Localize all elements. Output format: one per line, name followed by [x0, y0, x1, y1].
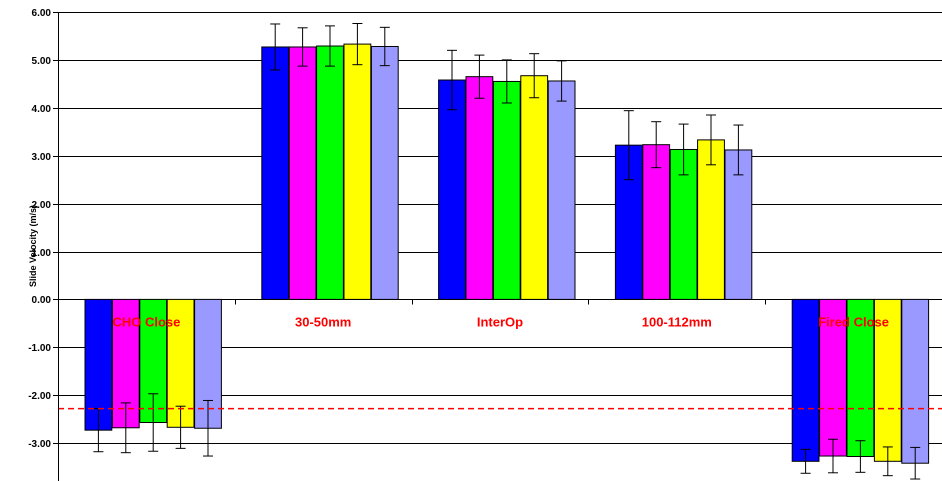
y-tick-label: -1.00: [28, 343, 51, 354]
y-tick-label: 6.00: [32, 8, 52, 19]
y-tick-label: 0.00: [32, 295, 52, 306]
bar: [873, 298, 902, 462]
bar: [316, 45, 344, 300]
category-labels: CHO Close 30-50mm InterOp 100-112mm Fired Cl…: [112, 315, 889, 330]
y-tick-label: 3.00: [32, 152, 52, 163]
bar: [492, 80, 521, 300]
y-tick-label: 2.00: [32, 200, 52, 211]
error-bars: [93, 22, 921, 480]
bar: [438, 79, 466, 300]
bar: [791, 298, 820, 462]
bar: [846, 298, 875, 458]
bar: [465, 76, 494, 300]
axes: 6.00 5.00 4.00 3.00 2.00 1.00 0.00 -1.00 -2.00 -3…: [28, 8, 766, 481]
y-tick-label: 1.00: [32, 248, 52, 259]
bar: [343, 43, 372, 300]
bar: [261, 46, 290, 300]
bar: [288, 46, 317, 300]
bar: [547, 80, 576, 300]
category-label: 100-112mm: [642, 315, 712, 330]
category-label: CHO Close: [112, 315, 180, 330]
bars: [84, 43, 930, 464]
y-tick-label: -3.00: [28, 439, 51, 450]
bar: [370, 45, 399, 300]
y-tick-label: 5.00: [32, 56, 52, 67]
bar: [819, 298, 847, 457]
y-tick-label: 4.00: [32, 104, 52, 115]
category-label: InterOp: [477, 315, 523, 330]
category-label: Fired Close: [818, 315, 889, 330]
bar: [520, 75, 549, 300]
bar: [642, 144, 671, 300]
y-tick-label: -2.00: [28, 391, 51, 402]
category-label: 30-50mm: [295, 315, 351, 330]
y-axis-title: Slide Velocity (m/s): [28, 205, 38, 287]
bar: [901, 298, 930, 464]
